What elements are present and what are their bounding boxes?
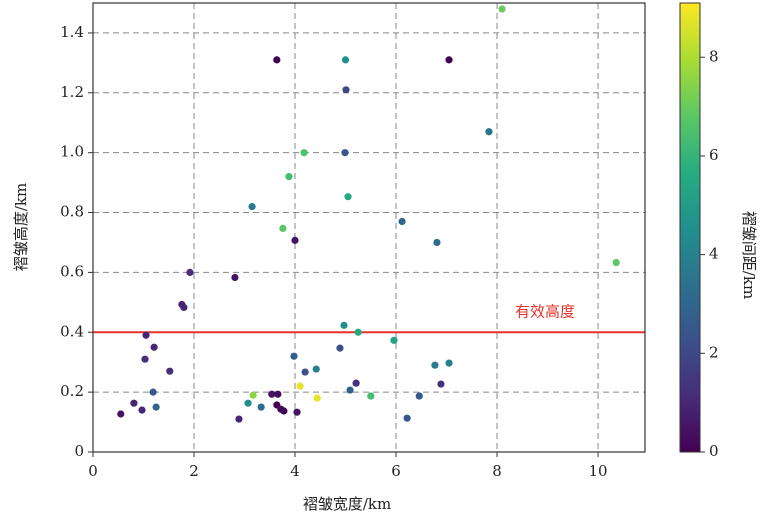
point [117, 410, 125, 418]
point [346, 386, 354, 394]
point [301, 368, 309, 376]
point [300, 149, 308, 157]
point [296, 382, 304, 390]
colorbar-tick-label: 6 [709, 146, 719, 164]
point [390, 336, 398, 344]
y-tick-label: 0.6 [60, 262, 84, 280]
point [445, 56, 453, 64]
point [141, 355, 149, 363]
point [150, 343, 158, 351]
point [340, 321, 348, 329]
point [138, 406, 146, 414]
point [130, 399, 138, 407]
point [291, 236, 299, 244]
point [180, 303, 188, 312]
colorbar [679, 2, 701, 453]
colorbar-tick-label: 2 [709, 343, 719, 361]
plot-frame [92, 2, 646, 453]
point [498, 5, 506, 13]
point [166, 367, 174, 375]
y-tick-label: 0.4 [60, 322, 84, 340]
point [433, 238, 441, 247]
point [279, 224, 287, 232]
point [268, 390, 276, 398]
point [445, 359, 453, 367]
point [431, 361, 439, 369]
point [612, 258, 620, 267]
point [273, 56, 281, 64]
point [341, 56, 350, 64]
x-tick-label: 8 [492, 462, 502, 480]
x-tick-label: 10 [588, 462, 607, 480]
point [403, 414, 411, 422]
point [354, 328, 362, 336]
point [142, 331, 150, 339]
colorbar-tick-label: 0 [709, 442, 719, 460]
y-tick-label: 0 [74, 442, 84, 460]
x-tick-label: 6 [391, 462, 401, 480]
point [235, 415, 243, 423]
colorbar-label: 褶皱间距/km [740, 211, 758, 299]
point [152, 403, 160, 411]
point [313, 394, 321, 402]
point [285, 173, 293, 181]
point [249, 391, 257, 399]
point [280, 407, 288, 415]
y-axis-label: 褶皱高度/km [12, 183, 30, 271]
point [336, 344, 344, 352]
point [398, 217, 406, 226]
x-axis-label: 褶皱宽度/km [303, 495, 391, 513]
point [293, 408, 301, 416]
point [341, 149, 349, 157]
y-tick-label: 0.8 [60, 203, 84, 221]
y-tick-label: 1.2 [60, 83, 84, 101]
point [231, 273, 239, 282]
point [312, 365, 320, 373]
point [149, 388, 157, 396]
y-tick-label: 1.4 [60, 23, 84, 41]
point [257, 403, 265, 411]
point [274, 390, 282, 398]
colorbar-tick-label: 4 [709, 245, 719, 263]
x-tick-label: 0 [88, 462, 98, 480]
reference-label: 有效高度 [515, 302, 575, 320]
point [367, 392, 375, 400]
point [248, 202, 256, 211]
point [415, 392, 423, 400]
x-tick-label: 4 [290, 462, 300, 480]
point [342, 86, 350, 94]
point [485, 128, 493, 136]
point [186, 268, 194, 276]
colorbar-tick-label: 8 [709, 47, 719, 65]
point [244, 399, 252, 407]
y-tick-label: 1.0 [60, 143, 84, 161]
point [290, 352, 298, 360]
x-tick-label: 2 [189, 462, 199, 480]
y-tick-label: 0.2 [60, 382, 84, 400]
point [344, 193, 352, 201]
point [352, 379, 360, 387]
point [437, 380, 445, 388]
